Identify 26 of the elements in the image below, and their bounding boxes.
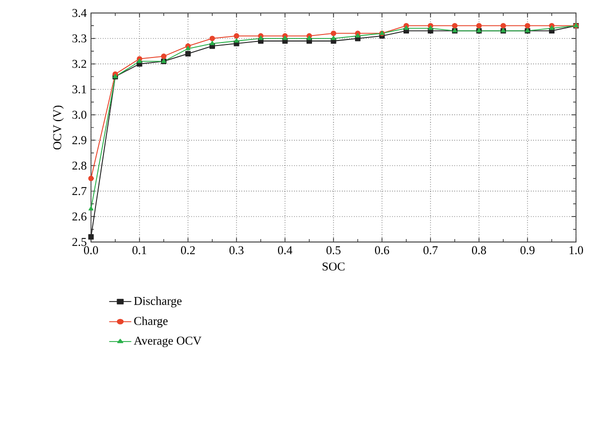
- x-tick-label: 0.6: [374, 246, 390, 254]
- y-axis-title: OCV (V): [52, 106, 64, 150]
- x-tick-label: 0.5: [326, 246, 341, 254]
- x-tick-label: 0.8: [472, 246, 486, 254]
- x-tick-label: 0.2: [180, 246, 195, 254]
- x-tick-label: 0.9: [520, 246, 534, 254]
- y-tick-label: 3.1: [72, 85, 86, 94]
- x-axis-title: SOC: [322, 262, 344, 270]
- x-tick-label: 0.3: [229, 246, 244, 254]
- legend-label: Charge: [134, 316, 168, 328]
- x-tick-label: 0.4: [278, 246, 292, 254]
- y-tick-label: 3.4: [72, 8, 87, 18]
- legend-label: Average OCV: [134, 336, 202, 348]
- y-tick-label: 2.7: [72, 187, 86, 196]
- y-tick-label: 3.3: [72, 34, 86, 42]
- x-tick-label: 0.7: [423, 246, 438, 254]
- y-tick-label: 2.8: [72, 162, 86, 170]
- x-tick-label: 0.0: [84, 246, 98, 254]
- legend-label: Discharge: [134, 296, 182, 308]
- y-tick-label: 3.0: [72, 110, 86, 119]
- y-tick-label: 3.2: [72, 60, 86, 68]
- y-tick-label: 2.6: [72, 212, 86, 221]
- y-tick-label: 2.5: [72, 238, 86, 246]
- x-tick-label: 1.0: [570, 246, 584, 254]
- x-tick-label: 0.1: [132, 246, 146, 254]
- y-tick-label: 2.9: [72, 136, 86, 144]
